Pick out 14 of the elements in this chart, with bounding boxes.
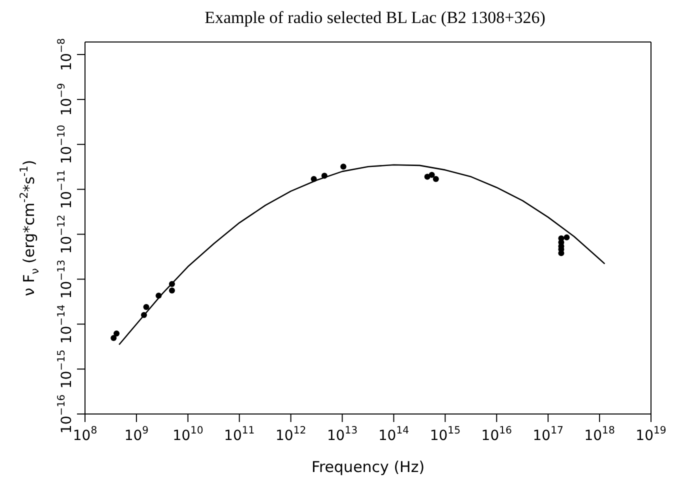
x-tick-label: 10$^{16}$ [481,426,512,444]
x-tick-label: 10$^{15}$ [430,426,461,444]
x-tick-label: 10$^{17}$ [532,426,564,444]
x-tick-label: 10$^{18}$ [584,426,615,444]
x-tick-label: 10$^{11}$ [224,426,255,444]
x-tick-label: 10$^{8}$ [72,426,98,444]
x-tick-label: 10$^{9}$ [124,426,149,444]
x-tick-label: 10$^{10}$ [172,426,204,444]
x-tick-label: 10$^{12}$ [275,426,306,444]
x-tick-label: 10$^{14}$ [378,426,410,444]
x-tick-label: 10$^{19}$ [636,426,666,444]
x-tick-label: 10$^{13}$ [326,426,358,444]
x-axis-title: Frequency (Hz) [311,458,425,476]
chart-title: Example of radio selected BL Lac (B2 1308+326) [204,8,546,27]
